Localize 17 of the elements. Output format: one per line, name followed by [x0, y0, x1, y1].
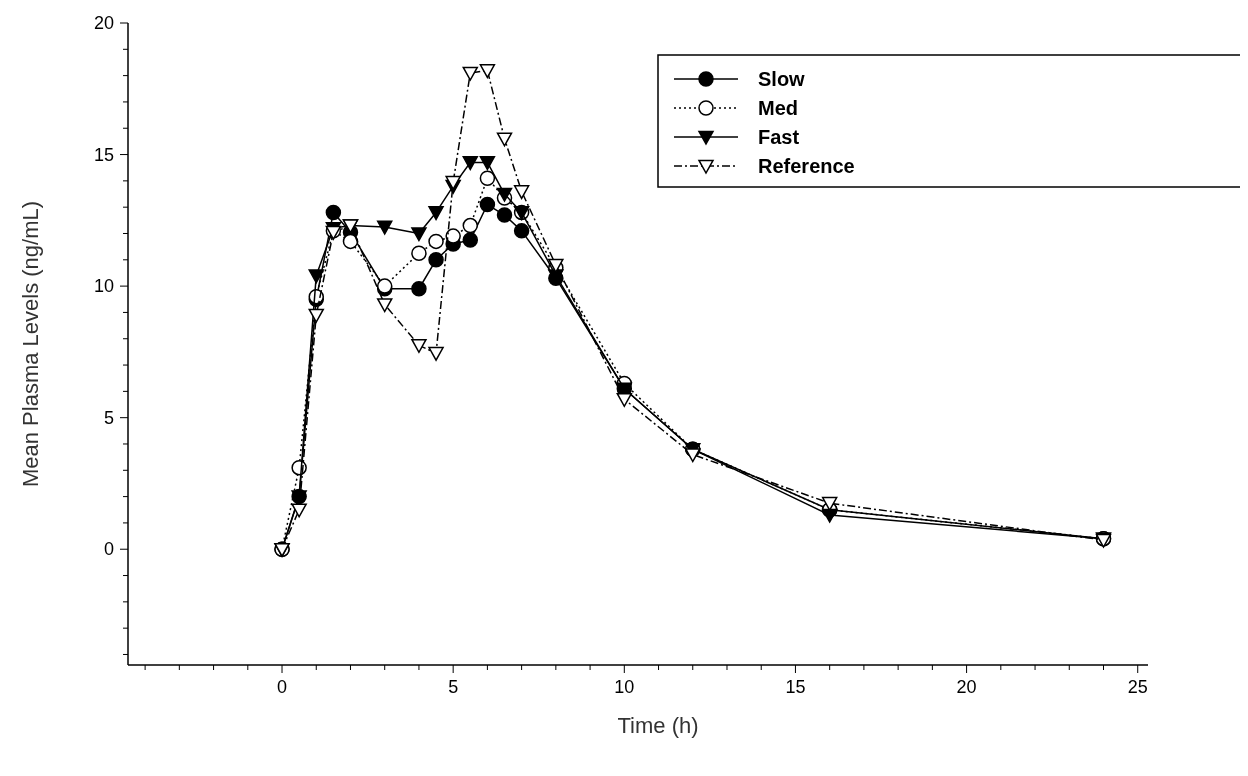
y-tick-label: 5 — [103, 407, 114, 428]
y-tick-label: 15 — [93, 144, 114, 165]
y-tick-label: 0 — [103, 539, 114, 560]
legend-label: Slow — [758, 68, 806, 90]
legend-label: Reference — [758, 155, 855, 177]
legend-label: Fast — [758, 126, 800, 148]
x-axis-title: Time (h) — [617, 713, 699, 738]
x-tick-label: 15 — [785, 677, 806, 697]
x-tick-label: 0 — [277, 677, 288, 697]
x-tick-label: 20 — [956, 677, 977, 697]
y-axis-title: Mean Plasma Levels (ng/mL) — [18, 200, 43, 488]
legend-label: Med — [758, 97, 798, 119]
y-tick-label: 20 — [93, 13, 114, 33]
x-tick-label: 10 — [614, 677, 635, 697]
x-tick-label: 25 — [1127, 677, 1148, 697]
x-tick-label: 5 — [448, 677, 459, 697]
y-tick-label: 10 — [93, 276, 114, 297]
